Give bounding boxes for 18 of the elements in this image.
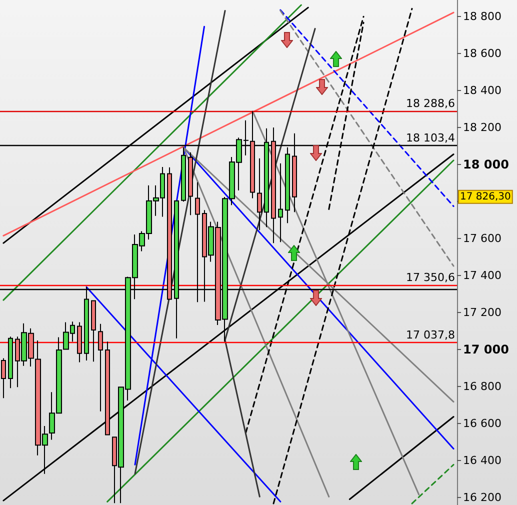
y-tick-label: 18 800 — [463, 10, 502, 24]
y-tick-label: 17 600 — [463, 232, 502, 246]
ref-line-label: 17 350,6 — [406, 270, 455, 284]
y-tick-label: 16 200 — [463, 491, 502, 504]
text: 17 826,30 — [460, 191, 511, 202]
y-tick-label: 18 000 — [463, 158, 509, 172]
y-tick-label: 18 200 — [463, 121, 502, 134]
y-tick-label: 18 600 — [463, 47, 502, 60]
y-tick-label: 16 600 — [463, 417, 502, 430]
y-tick-label: 17 400 — [463, 269, 502, 282]
y-tick-label: 16 400 — [463, 454, 502, 468]
ref-line-label: 18 103,4 — [406, 132, 455, 145]
ref-line-label: 18 288,6 — [406, 97, 455, 110]
y-tick-label: 18 400 — [463, 84, 502, 98]
ref-line-label: 17 037,8 — [406, 328, 455, 342]
y-tick-label: 16 800 — [463, 380, 502, 394]
y-tick-label: 17 200 — [463, 306, 502, 320]
y-tick-label: 17 000 — [463, 342, 509, 357]
